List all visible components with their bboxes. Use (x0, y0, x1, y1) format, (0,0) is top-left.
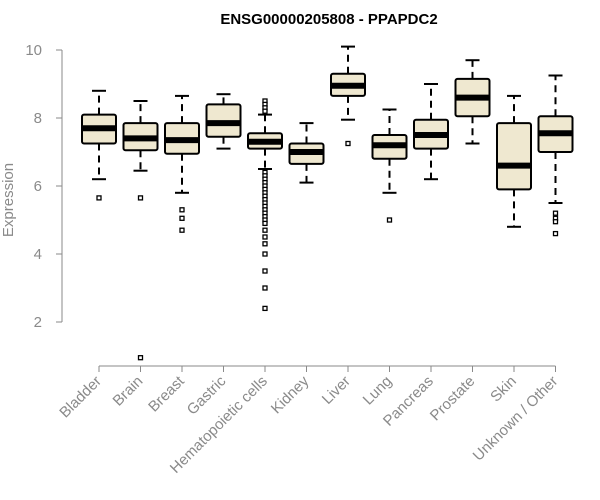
x-tick-label: Kidney (268, 372, 313, 417)
outlier-point (386, 217, 393, 223)
outlier-point (262, 227, 268, 233)
box-hematopoietic-cells (247, 98, 283, 312)
y-tick-label: 2 (34, 314, 42, 331)
outlier-point (552, 230, 559, 237)
box-prostate (454, 59, 491, 145)
outlier-point (262, 305, 268, 312)
outlier-point (262, 234, 268, 240)
outlier-point (96, 195, 102, 201)
outlier-point (262, 241, 268, 247)
outlier-point (552, 219, 559, 225)
outlier-point (262, 251, 268, 257)
box-lung (371, 108, 408, 223)
box-brain (122, 100, 159, 361)
y-tick-label: 6 (34, 178, 42, 195)
box-breast (164, 94, 200, 233)
x-tick-label: Breast (145, 372, 188, 415)
outlier-point (137, 355, 144, 361)
outlier-point (179, 227, 185, 233)
iqr-box (496, 122, 532, 191)
outlier-point (345, 140, 351, 147)
box-gastric (205, 93, 242, 150)
x-tick-label: Skin (487, 373, 520, 406)
box-pancreas (413, 83, 449, 181)
x-tick-label: Bladder (56, 373, 105, 422)
boxes-layer (81, 45, 574, 361)
outlier-point (262, 108, 268, 114)
y-tick-label: 8 (34, 110, 42, 127)
y-tick-label: 4 (34, 246, 42, 263)
x-tick-label: Prostate (427, 373, 479, 425)
box-skin (496, 94, 532, 228)
outlier-point (262, 285, 268, 291)
box-liver (330, 45, 366, 147)
outlier-point (137, 195, 144, 201)
box-kidney (288, 122, 325, 184)
outlier-point (262, 220, 268, 227)
box-unknown-other (537, 74, 574, 237)
box-bladder (81, 89, 117, 201)
outlier-point (262, 268, 268, 274)
outlier-point (179, 207, 185, 213)
outlier-point (179, 215, 185, 221)
x-tick-label: Liver (319, 373, 354, 408)
chart-title: ENSG00000205808 - PPAPDC2 (220, 11, 437, 28)
y-tick-label: 10 (25, 42, 42, 59)
outlier-point (552, 210, 559, 216)
x-tick-label: Lung (360, 373, 396, 409)
x-tick-label: Brain (110, 373, 147, 410)
y-axis-label: Expression (0, 163, 17, 237)
